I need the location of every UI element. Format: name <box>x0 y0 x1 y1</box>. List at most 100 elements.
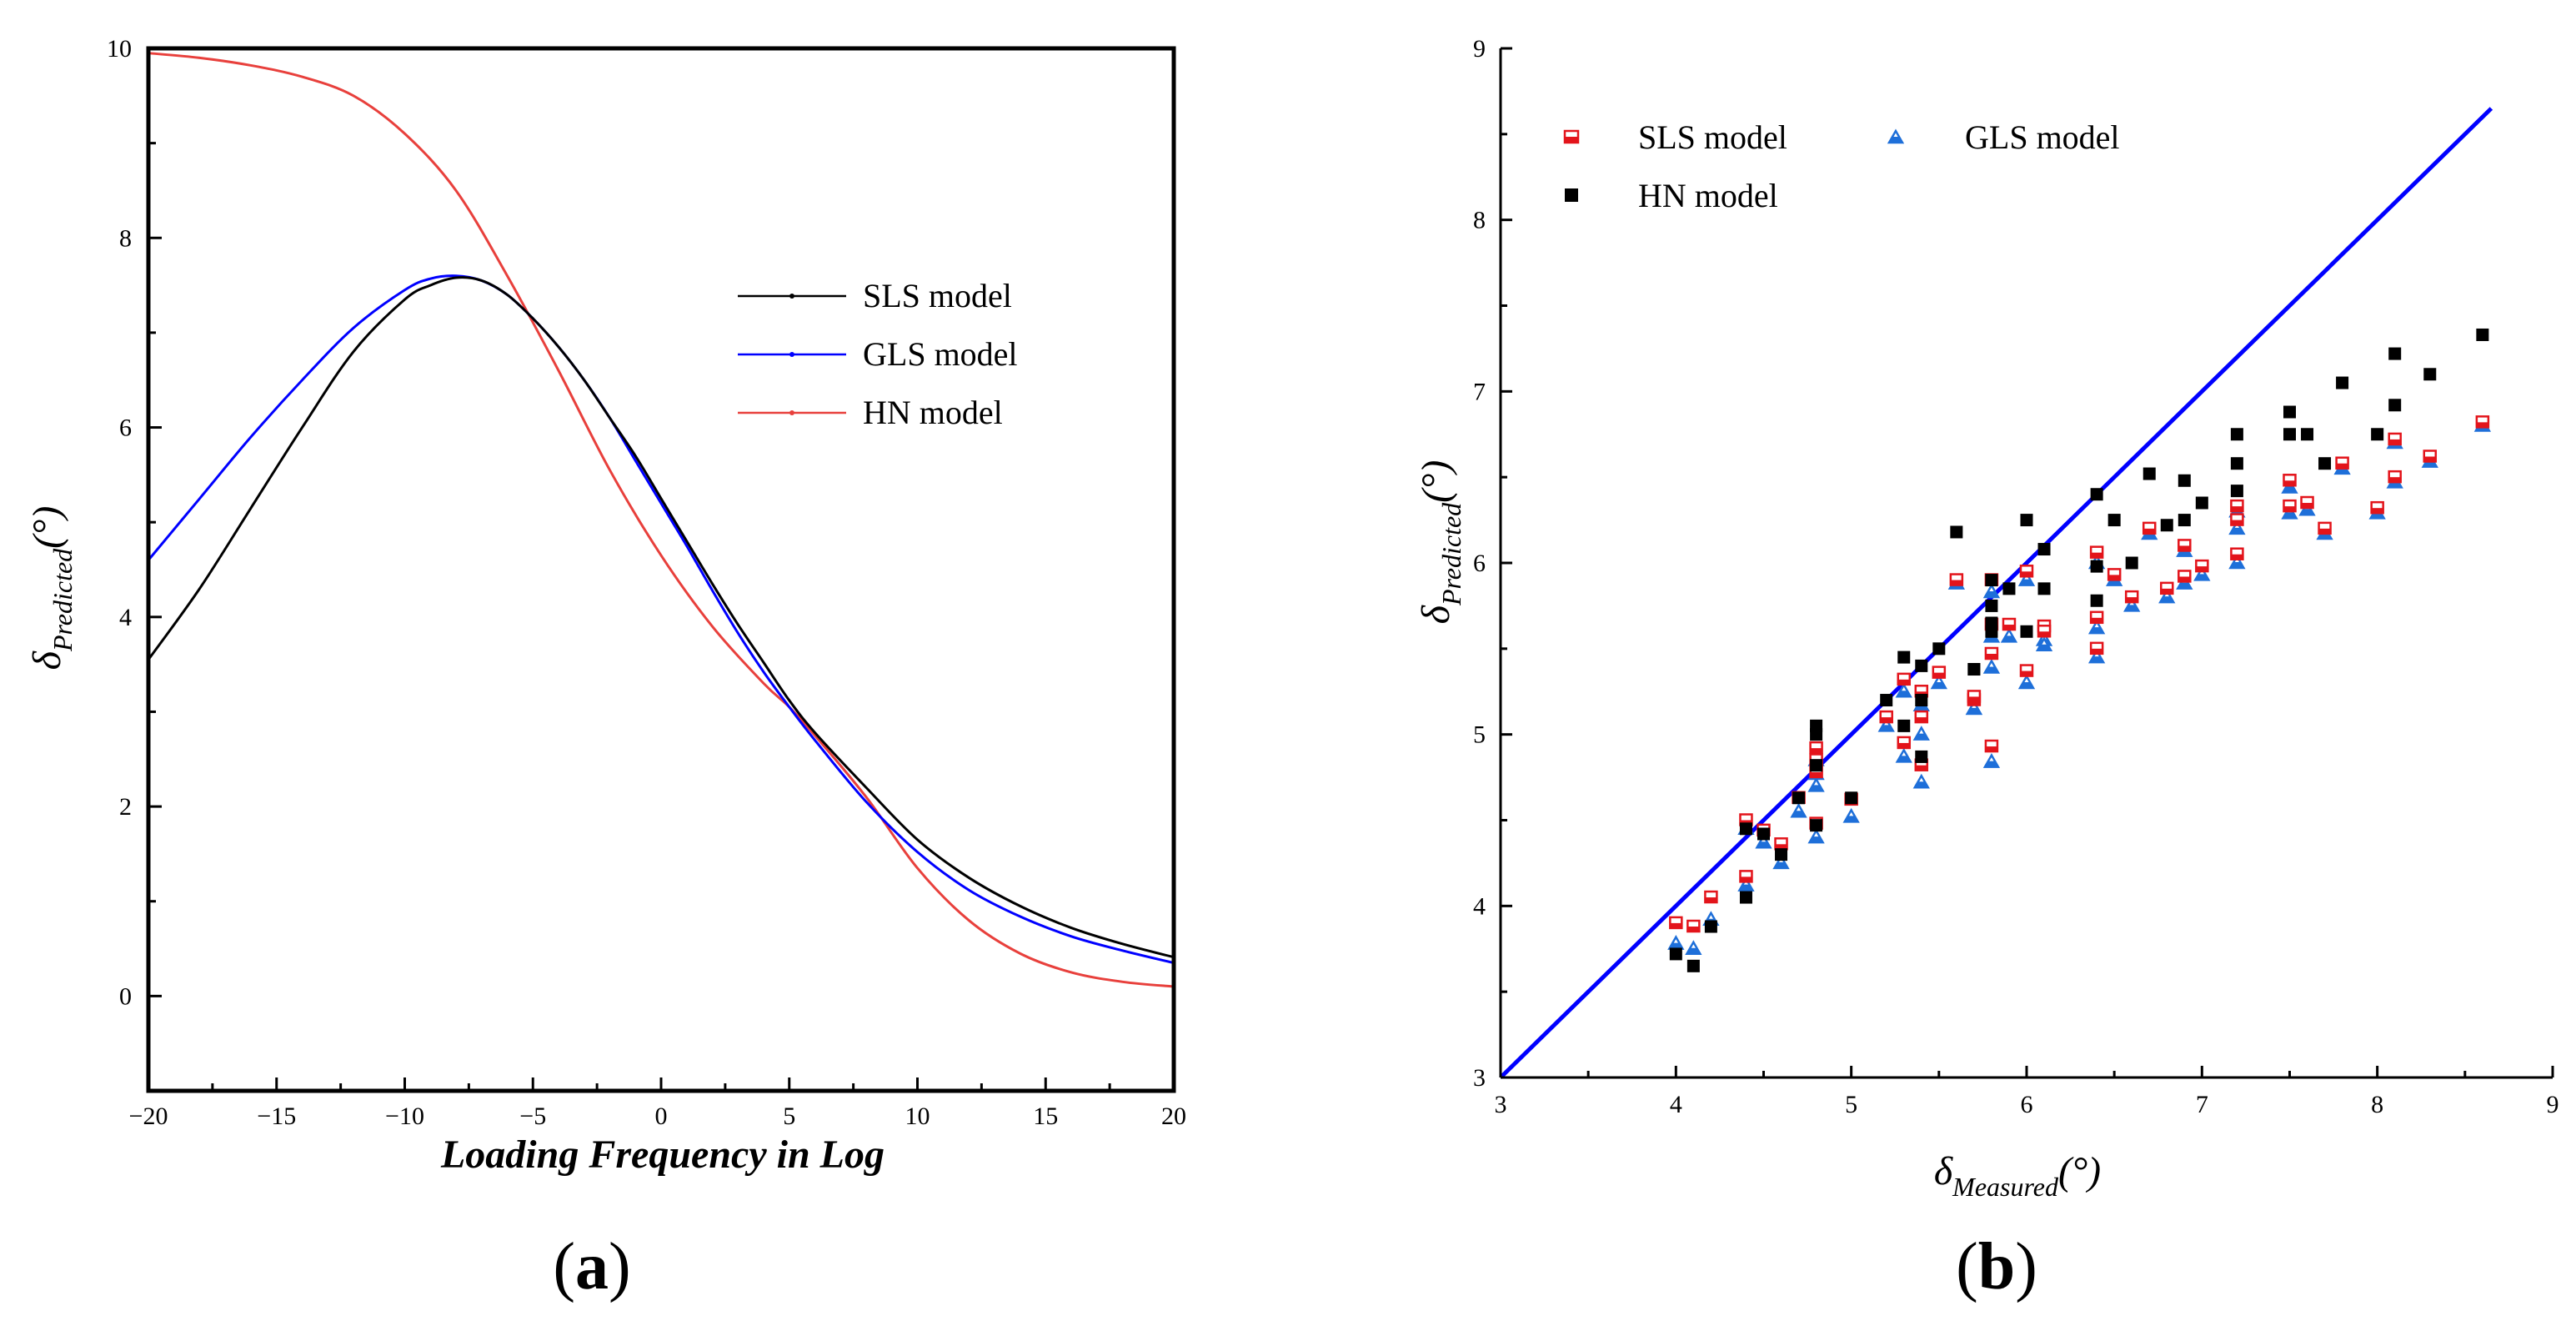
b-point-hn <box>2020 625 2033 638</box>
b-point-hn <box>2371 428 2384 441</box>
b-point-hn <box>1686 959 1700 972</box>
panel-b-legend: SLS model GLS model HN model <box>1563 118 2120 214</box>
b-point-sls <box>2370 500 2384 515</box>
panel-a-ticks: −20 −15 −10 −5 0 5 10 15 20 0 2 4 6 8 10 <box>107 35 1186 1130</box>
a-x-tick-label: −10 <box>385 1103 424 1130</box>
b-point-gls <box>1965 700 1983 716</box>
b-y-tick-label: 7 <box>1473 378 1486 405</box>
b-point-gls <box>2000 627 2018 643</box>
panel-b-y-axis-title: δPredicted(°) <box>1414 460 1466 625</box>
b-point-hn <box>1985 599 1998 612</box>
b-point-sls <box>2300 495 2314 510</box>
b-point-sls <box>2230 513 2244 526</box>
b-point-hn <box>2423 368 2437 381</box>
b-point-gls <box>2228 520 2246 535</box>
b-point-sls <box>2423 450 2438 463</box>
b-point-hn <box>1810 759 1823 772</box>
legend-a-hn-label: HN model <box>863 394 1003 431</box>
legend-b-hn-label: HN model <box>1638 177 1778 214</box>
svg-text:δPredicted(°): δPredicted(°) <box>25 506 78 671</box>
b-point-sls <box>1984 646 1999 660</box>
b-point-gls <box>1877 716 1895 732</box>
b-point-hn <box>2388 347 2402 360</box>
b-point-gls <box>1895 747 1912 763</box>
b-point-gls <box>1667 935 1685 950</box>
b-point-gls <box>1772 854 1790 870</box>
b-x-tick-label: 7 <box>2196 1091 2208 1118</box>
b-y-tick-label: 6 <box>1473 550 1486 577</box>
a-y-tick-label: 2 <box>119 793 132 821</box>
b-point-gls <box>2193 565 2211 581</box>
b-point-hn <box>2090 594 2103 607</box>
b-point-sls <box>1669 916 1683 930</box>
b-point-sls <box>2318 521 2332 535</box>
b-y-tick-label: 8 <box>1473 207 1486 234</box>
b-point-hn <box>2230 485 2243 498</box>
b-point-gls <box>2158 588 2176 604</box>
b-point-gls <box>2035 636 2053 651</box>
b-point-sls <box>2089 545 2104 559</box>
b-point-hn <box>2230 428 2243 441</box>
b-point-gls <box>1982 753 2001 768</box>
b-point-sls <box>1704 890 1718 904</box>
legend-a-gls-label: GLS model <box>863 335 1018 373</box>
b-point-hn <box>2107 514 2121 527</box>
b-point-hn <box>1739 822 1752 836</box>
b-point-gls <box>2087 619 2106 635</box>
a-series-line-hn <box>148 52 1175 988</box>
a-x-tick-label: −15 <box>257 1103 296 1130</box>
legend-a-hn-marker <box>789 410 794 415</box>
b-point-hn <box>2318 457 2332 470</box>
b-point-hn <box>1810 728 1823 741</box>
panel-b-x-axis-title: δMeasured(°) <box>1934 1149 2101 1202</box>
panel-b-points <box>1667 328 2492 972</box>
b-point-sls <box>2019 565 2034 578</box>
legend-b-sls-marker-fill <box>1565 137 1578 143</box>
b-point-sls <box>2388 432 2402 446</box>
b-y-tick-label: 9 <box>1473 35 1486 63</box>
panel-b-label: (b) <box>1956 1230 2037 1303</box>
b-point-hn <box>1985 574 1998 587</box>
b-point-hn <box>1739 891 1752 904</box>
b-point-hn <box>1985 625 1998 638</box>
b-point-sls <box>2089 610 2104 625</box>
a-x-tick-label: 0 <box>655 1103 668 1130</box>
b-point-hn <box>1669 947 1682 961</box>
b-x-tick-label: 8 <box>2371 1091 2383 1118</box>
b-point-hn <box>1704 920 1717 933</box>
b-point-sls <box>2178 539 2192 552</box>
b-point-gls <box>1912 726 1930 741</box>
b-point-sls <box>1967 690 1982 703</box>
b-point-sls <box>2002 617 2017 631</box>
b-point-sls <box>1897 736 1912 750</box>
a-y-tick-label: 8 <box>119 224 132 252</box>
panel-b-axes <box>1499 48 2553 1079</box>
panel-a-x-axis-title: Loading Frequency in Log <box>440 1133 885 1177</box>
b-y-tick-label: 3 <box>1473 1064 1486 1092</box>
b-point-hn <box>2195 496 2208 510</box>
b-point-sls <box>1932 666 1947 679</box>
b-point-sls <box>2107 568 2122 581</box>
panel-a-series-lines <box>147 52 1175 988</box>
b-point-hn <box>2388 399 2402 412</box>
a-x-tick-label: 20 <box>1161 1103 1186 1130</box>
b-point-sls <box>2019 664 2034 677</box>
b-point-sls <box>2142 521 2157 535</box>
b-point-hn <box>2476 328 2489 341</box>
a-x-tick-label: −5 <box>519 1103 546 1130</box>
b-point-sls <box>1809 741 1823 755</box>
b-point-gls <box>1807 776 1825 792</box>
b-point-hn <box>1932 642 1946 655</box>
b-x-tick-label: 5 <box>1845 1091 1857 1118</box>
b-point-hn <box>1775 848 1788 861</box>
panel-a-y-symbol: δ <box>25 650 69 670</box>
b-point-gls <box>2017 571 2036 586</box>
b-point-gls <box>1895 682 1912 698</box>
panel-a-label: (a) <box>553 1230 630 1303</box>
legend-b-hn-marker <box>1565 188 1578 202</box>
a-x-tick-label: 15 <box>1033 1103 1058 1130</box>
legend-a-sls-label: SLS model <box>863 277 1012 314</box>
b-point-hn <box>2125 556 2138 570</box>
b-y-tick-label: 5 <box>1473 721 1486 749</box>
b-point-sls <box>1774 837 1788 851</box>
